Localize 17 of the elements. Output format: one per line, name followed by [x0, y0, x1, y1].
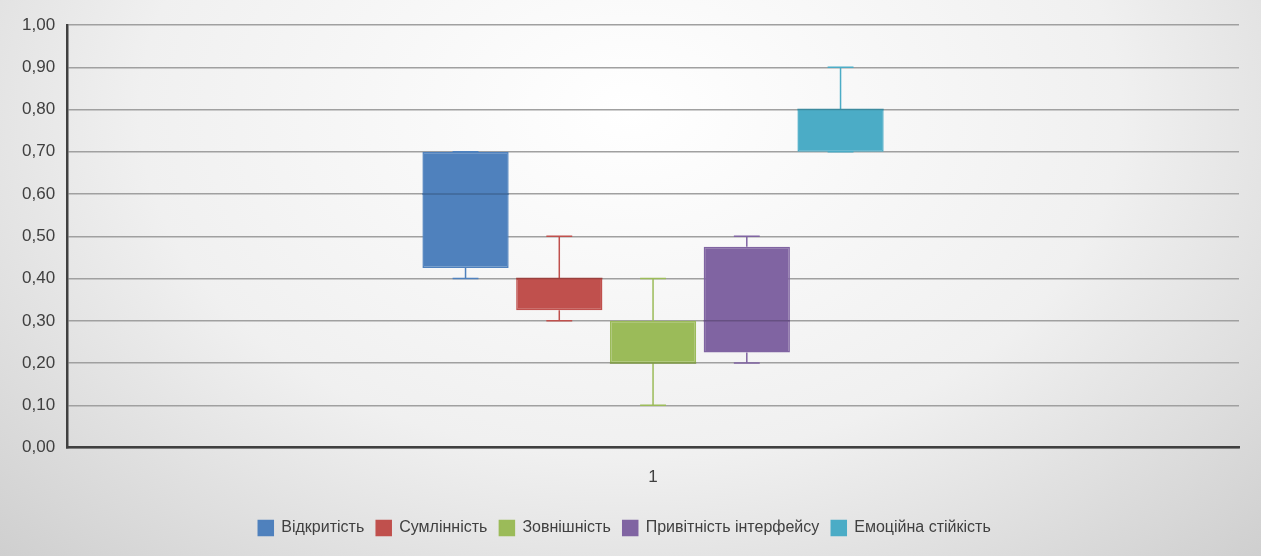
legend-label: Привітність інтерфейсу	[645, 518, 820, 536]
y-tick-label: 0,10	[21, 395, 56, 415]
y-tick-label: 0,40	[21, 268, 56, 288]
x-tick-label: 1	[648, 467, 658, 487]
y-tick-label: 0,50	[21, 225, 56, 245]
y-tick-label: 1,00	[21, 14, 56, 34]
y-tick-label: 0,60	[21, 183, 56, 203]
y-tick-label: 0,30	[21, 310, 56, 330]
y-tick-label: 0,20	[21, 352, 56, 372]
y-tick-label: 0,00	[21, 437, 56, 457]
y-tick-label: 0,90	[21, 56, 56, 76]
legend-label: Емоційна стійкість	[854, 518, 991, 536]
legend-label: Зовнішність	[522, 518, 611, 536]
legend-label: Відкритість	[281, 518, 365, 536]
y-tick-label: 0,80	[21, 99, 56, 119]
legend-label: Сумлінність	[399, 518, 488, 536]
y-tick-label: 0,70	[21, 141, 56, 161]
